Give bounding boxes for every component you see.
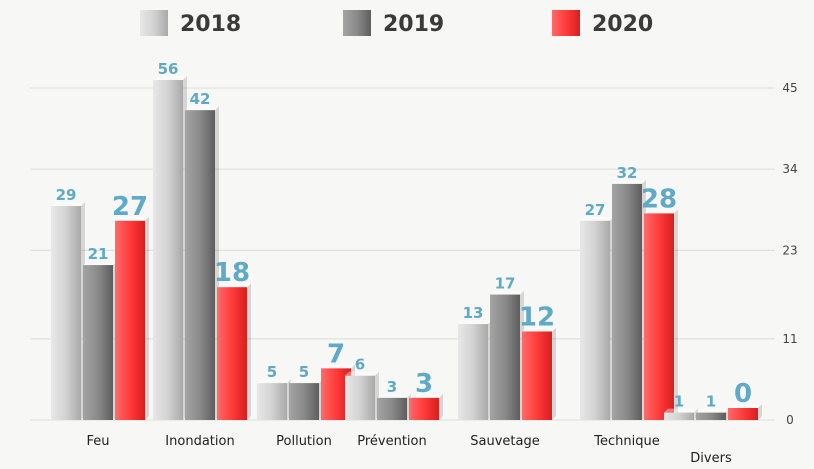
x-tick-label-Divers: Divers — [690, 451, 732, 466]
bar-side — [439, 393, 443, 420]
bar-top — [153, 76, 187, 80]
data-label-2020-Technique: 28 — [641, 184, 677, 214]
bar-top — [185, 106, 219, 111]
x-tick-label-Technique: Technique — [593, 434, 659, 449]
legend-swatch-2020 — [552, 10, 580, 36]
x-tick-label-Sauvetage: Sauvetage — [470, 434, 539, 449]
data-label-2020-Pollution: 7 — [327, 339, 345, 369]
legend-label-2020: 2020 — [592, 12, 653, 37]
x-tick-label-Prévention: Prévention — [357, 434, 427, 449]
bar-2018-Prévention — [345, 375, 375, 420]
data-label-2018-Technique: 27 — [585, 201, 606, 219]
bar-2020-Divers — [728, 408, 758, 420]
data-label-2019-Technique: 32 — [617, 164, 638, 182]
bar-top — [728, 404, 762, 408]
y-tick-label: 11 — [782, 332, 797, 346]
bar-top — [580, 216, 614, 221]
y-tick-label: 34 — [782, 162, 797, 176]
bar-top — [83, 261, 117, 266]
bar-top — [257, 379, 291, 384]
data-label-2018-Inondation: 56 — [158, 60, 179, 78]
bar-2019-Feu — [83, 265, 113, 420]
data-label-2020-Prévention: 3 — [415, 369, 433, 399]
bar-top — [289, 379, 323, 384]
bar-2018-Feu — [51, 206, 81, 420]
bar-2020-Feu — [115, 220, 145, 420]
legend-swatch-2019 — [343, 10, 371, 36]
bar-top — [377, 393, 411, 398]
y-tick-label: 45 — [782, 81, 797, 95]
y-tick-label: 23 — [782, 243, 797, 257]
bar-2018-Sauvetage — [458, 324, 488, 420]
bar-2020-Inondation — [217, 287, 247, 420]
y-tick-label: 0 — [786, 413, 794, 427]
data-label-2018-Prévention: 6 — [355, 356, 365, 374]
bar-2019-Divers — [696, 412, 726, 420]
bar-2018-Divers — [664, 412, 694, 420]
bar-top — [345, 371, 379, 376]
data-label-2019-Sauvetage: 17 — [495, 275, 516, 293]
bar-top — [696, 408, 730, 413]
bar-side — [145, 216, 149, 420]
data-label-2018-Sauvetage: 13 — [463, 304, 484, 322]
bar-side — [674, 209, 678, 420]
legend: 2018 2019 2020 — [140, 10, 653, 37]
bar-top — [522, 327, 556, 332]
legend-swatch-2018 — [140, 10, 168, 36]
data-label-2019-Prévention: 3 — [387, 378, 397, 396]
bar-2019-Pollution — [289, 383, 319, 420]
bar-2020-Technique — [644, 213, 674, 420]
x-tick-label-Feu: Feu — [86, 434, 109, 449]
bar-top — [490, 290, 524, 295]
data-label-2019-Pollution: 5 — [299, 363, 309, 381]
data-label-2020-Inondation: 18 — [214, 258, 250, 288]
bar-2019-Inondation — [185, 110, 215, 420]
bar-top — [664, 408, 698, 413]
bar-top — [644, 209, 678, 214]
data-label-2020-Feu: 27 — [112, 192, 148, 222]
bar-top — [217, 283, 251, 288]
bar-top — [321, 364, 355, 369]
bar-2019-Prévention — [377, 397, 407, 420]
bar-top — [115, 216, 149, 221]
data-label-2020-Divers: 0 — [734, 379, 752, 409]
x-tick-label-Pollution: Pollution — [276, 434, 332, 449]
data-label-2019-Inondation: 42 — [190, 90, 211, 108]
bar-side — [552, 327, 556, 420]
data-label-2019-Divers: 1 — [706, 393, 716, 411]
bar-side — [758, 404, 762, 420]
bar-top — [458, 320, 492, 325]
x-axis: Feu Inondation Pollution Prévention Sauvetag… — [86, 434, 731, 466]
bar-2018-Pollution — [257, 383, 287, 420]
x-tick-label-Inondation: Inondation — [165, 434, 234, 449]
legend-label-2018: 2018 — [180, 12, 241, 37]
bar-2020-Sauvetage — [522, 331, 552, 420]
bar-top — [51, 202, 85, 207]
data-label-2020-Sauvetage: 12 — [519, 302, 555, 332]
data-label-2018-Feu: 29 — [56, 186, 77, 204]
legend-label-2019: 2019 — [383, 12, 444, 37]
bar-side — [247, 283, 251, 420]
bar-2018-Technique — [580, 220, 610, 420]
y-axis: 45 34 23 11 0 — [782, 81, 797, 427]
data-label-2019-Feu: 21 — [88, 245, 109, 263]
bar-2018-Inondation — [153, 80, 183, 420]
data-label-2018-Pollution: 5 — [267, 363, 277, 381]
bar-2019-Sauvetage — [490, 294, 520, 420]
bar-top — [612, 179, 646, 184]
bar-2019-Technique — [612, 183, 642, 420]
bar-top — [409, 393, 443, 398]
bar-2020-Prévention — [409, 397, 439, 420]
data-label-2018-Divers: 1 — [674, 393, 684, 411]
